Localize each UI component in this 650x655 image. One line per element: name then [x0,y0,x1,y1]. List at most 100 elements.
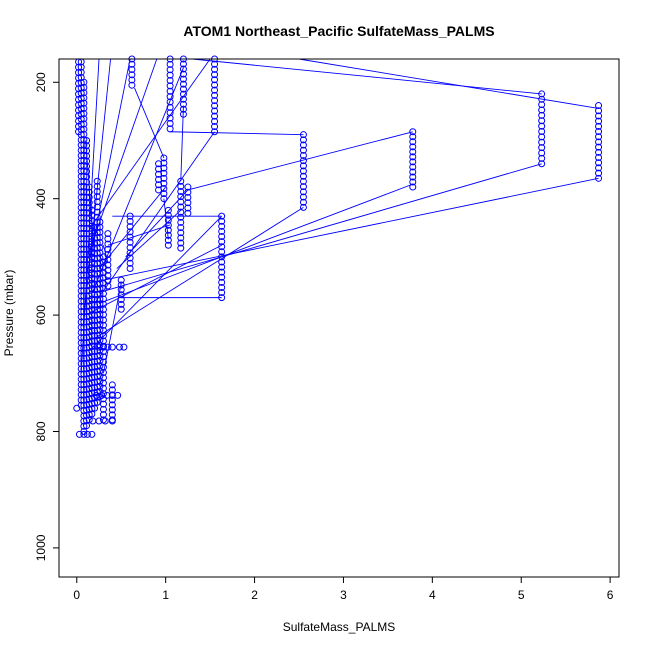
data-point [83,152,91,160]
data-point [595,169,603,177]
data-point [88,430,96,438]
data-point [99,400,107,408]
data-point [409,168,417,176]
plot-area [73,55,603,438]
data-point [160,169,168,177]
data-point [104,256,112,264]
data-point [93,188,101,196]
data-point [177,188,185,196]
series-line [101,163,542,293]
data-point [91,399,99,407]
data-point [96,228,104,236]
data-point [184,199,192,207]
series-line [134,87,165,159]
data-point [155,165,163,173]
data-point [83,162,91,170]
data-point [409,183,417,191]
data-point [99,353,107,361]
data-point [104,282,112,290]
data-point [96,336,104,344]
data-point [538,160,546,168]
data-point [179,110,187,118]
data-point [211,117,219,125]
data-point [117,286,125,294]
data-point [88,405,96,413]
data-point [89,417,97,425]
data-point [211,128,219,136]
data-point [164,241,172,249]
data-point [108,343,116,351]
data-point [218,253,226,261]
data-point [211,102,219,110]
data-point [96,285,104,293]
data-point [80,115,88,123]
data-point [126,254,134,262]
data-point [177,182,185,190]
data-point [166,76,174,84]
data-point [83,147,91,155]
y-tick-label: 600 [34,305,48,325]
chart-title: ATOM1 Northeast_Pacific SulfateMass_PALM… [183,23,494,39]
data-point [218,258,226,266]
data-point [104,277,112,285]
data-point [538,138,546,146]
data-point [595,112,603,120]
data-point [218,263,226,271]
data-point [96,321,104,329]
data-point [595,174,603,182]
data-point [83,422,91,430]
data-point [166,125,174,133]
data-point [164,231,172,239]
data-point [99,295,107,303]
data-point [80,83,88,91]
data-point [211,60,219,68]
data-point [166,114,174,122]
data-point [126,223,134,231]
data-point [179,65,187,73]
data-point [75,430,83,438]
data-point [99,379,107,387]
data-point [128,81,136,89]
data-point [126,259,134,267]
data-point [179,80,187,88]
y-tick-label: 400 [34,188,48,208]
x-tick-label: 2 [251,588,258,602]
data-point [595,138,603,146]
data-point [85,183,93,191]
y-tick-label: 1000 [34,534,48,561]
data-point [80,125,88,133]
data-point [99,348,107,356]
data-point [99,305,107,313]
data-point [166,87,174,95]
data-point [96,295,104,303]
data-point [409,138,417,146]
data-point [96,249,104,257]
data-point [179,60,187,68]
data-point [177,224,185,232]
data-point [96,351,104,359]
data-point [126,249,134,257]
data-point [104,266,112,274]
data-point [595,117,603,125]
data-point [409,148,417,156]
data-point [104,251,112,259]
data-point [99,369,107,377]
data-point [218,217,226,225]
data-point [166,98,174,106]
series-line [98,186,167,269]
data-point [104,261,112,269]
data-point [99,374,107,382]
x-tick-label: 1 [162,588,169,602]
data-point [108,406,116,414]
data-point [538,117,546,125]
data-point [179,70,187,78]
data-point [538,133,546,141]
data-point [93,203,101,211]
data-point [80,130,88,138]
data-point [99,316,107,324]
data-point [299,177,307,185]
data-point [83,168,91,176]
data-point [595,148,603,156]
data-point [96,290,104,298]
data-point [108,417,116,425]
